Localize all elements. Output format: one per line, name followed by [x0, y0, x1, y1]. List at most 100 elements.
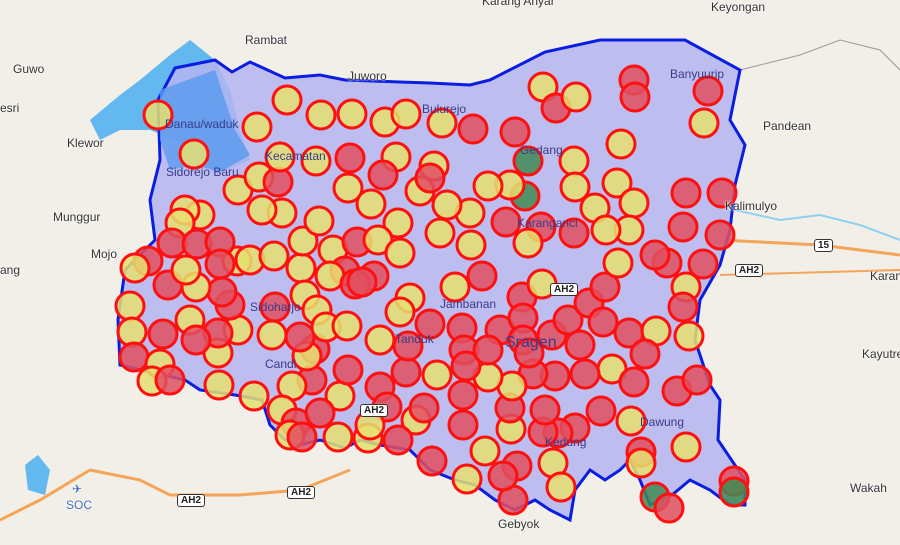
marker-yellow[interactable] [258, 240, 290, 272]
marker-red[interactable] [118, 341, 150, 373]
marker-red[interactable] [687, 248, 719, 280]
marker-green[interactable] [718, 476, 750, 508]
marker-yellow[interactable] [322, 421, 354, 453]
marker-yellow[interactable] [558, 145, 590, 177]
marker-red[interactable] [472, 334, 504, 366]
marker-red[interactable] [639, 239, 671, 271]
marker-red[interactable] [558, 217, 590, 249]
marker-red[interactable] [585, 395, 617, 427]
marker-red[interactable] [706, 177, 738, 209]
marker-yellow[interactable] [241, 111, 273, 143]
marker-yellow[interactable] [601, 167, 633, 199]
marker-yellow[interactable] [382, 207, 414, 239]
marker-red[interactable] [457, 113, 489, 145]
marker-red[interactable] [154, 364, 186, 396]
marker-red[interactable] [704, 219, 736, 251]
marker-red[interactable] [499, 116, 531, 148]
marker-yellow[interactable] [670, 431, 702, 463]
marker-red[interactable] [206, 276, 238, 308]
marker-red[interactable] [513, 337, 545, 369]
marker-yellow[interactable] [203, 369, 235, 401]
marker-yellow[interactable] [256, 319, 288, 351]
marker-red[interactable] [286, 421, 318, 453]
marker-yellow[interactable] [451, 463, 483, 495]
marker-red[interactable] [589, 271, 621, 303]
marker-yellow[interactable] [336, 98, 368, 130]
marker-yellow[interactable] [673, 320, 705, 352]
marker-yellow[interactable] [426, 107, 458, 139]
marker-red[interactable] [334, 142, 366, 174]
marker-yellow[interactable] [472, 170, 504, 202]
marker-red[interactable] [629, 338, 661, 370]
marker-yellow[interactable] [119, 252, 151, 284]
marker-yellow[interactable] [605, 128, 637, 160]
marker-yellow[interactable] [178, 138, 210, 170]
marker-red[interactable] [414, 162, 446, 194]
marker-red[interactable] [346, 266, 378, 298]
marker-yellow[interactable] [469, 435, 501, 467]
marker-yellow[interactable] [390, 98, 422, 130]
marker-red[interactable] [552, 304, 584, 336]
marker-yellow[interactable] [512, 227, 544, 259]
marker-yellow[interactable] [590, 214, 622, 246]
marker-red[interactable] [304, 397, 336, 429]
marker-red[interactable] [681, 364, 713, 396]
marker-red[interactable] [490, 206, 522, 238]
marker-yellow[interactable] [545, 471, 577, 503]
marker-yellow[interactable] [355, 188, 387, 220]
marker-yellow[interactable] [431, 189, 463, 221]
marker-yellow[interactable] [421, 359, 453, 391]
marker-red[interactable] [587, 306, 619, 338]
marker-red[interactable] [692, 75, 724, 107]
marker-yellow[interactable] [559, 171, 591, 203]
marker-red[interactable] [147, 318, 179, 350]
marker-red[interactable] [450, 350, 482, 382]
marker-red[interactable] [653, 492, 685, 524]
marker-red[interactable] [466, 260, 498, 292]
marker-yellow[interactable] [455, 229, 487, 261]
marker-yellow[interactable] [114, 290, 146, 322]
marker-red[interactable] [390, 356, 422, 388]
marker-green[interactable] [512, 145, 544, 177]
marker-yellow[interactable] [384, 296, 416, 328]
marker-red[interactable] [367, 159, 399, 191]
marker-yellow[interactable] [560, 81, 592, 113]
marker-red[interactable] [204, 248, 236, 280]
marker-yellow[interactable] [285, 252, 317, 284]
marker-red[interactable] [667, 291, 699, 323]
marker-yellow[interactable] [170, 254, 202, 286]
marker-red[interactable] [529, 394, 561, 426]
marker-yellow[interactable] [439, 271, 471, 303]
marker-red[interactable] [180, 324, 212, 356]
marker-yellow[interactable] [332, 172, 364, 204]
marker-red[interactable] [667, 211, 699, 243]
marker-yellow[interactable] [424, 217, 456, 249]
marker-red[interactable] [284, 321, 316, 353]
marker-yellow[interactable] [264, 141, 296, 173]
marker-red[interactable] [382, 424, 414, 456]
marker-yellow[interactable] [688, 107, 720, 139]
marker-yellow[interactable] [384, 237, 416, 269]
marker-yellow[interactable] [246, 194, 278, 226]
marker-yellow[interactable] [615, 405, 647, 437]
marker-red[interactable] [487, 460, 519, 492]
marker-yellow[interactable] [303, 205, 335, 237]
marker-red[interactable] [332, 354, 364, 386]
marker-yellow[interactable] [364, 324, 396, 356]
marker-yellow[interactable] [287, 225, 319, 257]
marker-red[interactable] [569, 358, 601, 390]
marker-red[interactable] [408, 392, 440, 424]
marker-yellow[interactable] [271, 84, 303, 116]
marker-yellow[interactable] [305, 99, 337, 131]
marker-red[interactable] [447, 409, 479, 441]
marker-yellow[interactable] [602, 247, 634, 279]
marker-yellow[interactable] [618, 187, 650, 219]
marker-red[interactable] [447, 379, 479, 411]
marker-yellow[interactable] [331, 310, 363, 342]
marker-red[interactable] [259, 291, 291, 323]
marker-red[interactable] [416, 445, 448, 477]
marker-red[interactable] [619, 81, 651, 113]
marker-yellow[interactable] [238, 380, 270, 412]
